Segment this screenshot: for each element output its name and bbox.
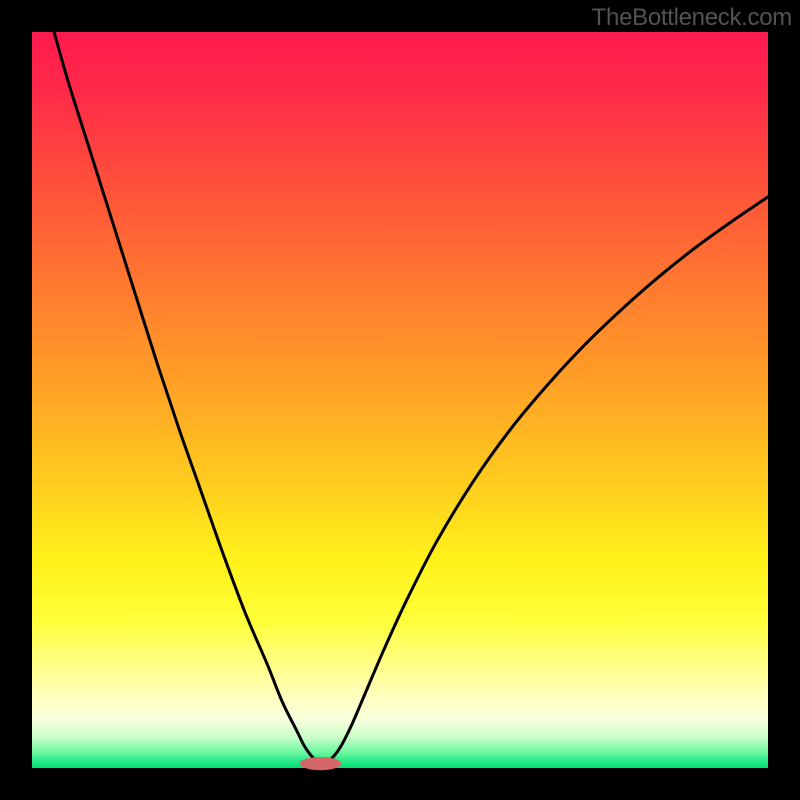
watermark-text: TheBottleneck.com — [592, 4, 792, 32]
chart-container: TheBottleneck.com — [0, 0, 800, 800]
minimum-marker — [300, 757, 341, 770]
bottleneck-chart — [0, 0, 800, 800]
plot-background — [32, 32, 768, 768]
